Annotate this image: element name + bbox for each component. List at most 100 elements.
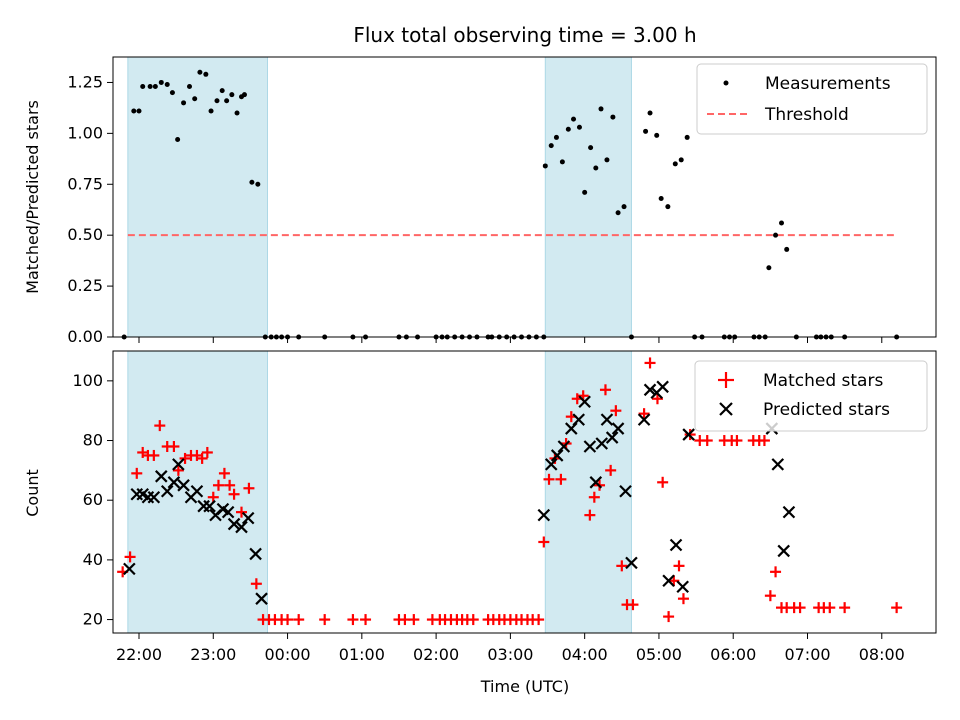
x-tick-label: 01:00 [339,645,385,664]
bottom-y-ticks: 20 40 60 80 100 [72,371,113,629]
matched-star-point [824,602,836,614]
x-tick-label: 03:00 [487,645,533,664]
predicted-star-point [544,458,558,471]
measurement-point [548,143,554,149]
measurement-point [219,88,225,94]
legend-measurement-marker [723,80,729,86]
matched-star-point [677,593,689,605]
y-tick-label: 100 [72,371,103,390]
measurement-point [610,114,616,120]
predicted-star-point [625,556,638,570]
top-y-axis-label: Matched/Predicted stars [23,100,42,294]
measurement-point [773,232,779,238]
measurement-point [665,204,671,210]
measurement-point [604,157,610,163]
predicted-marker-b [123,562,136,576]
matched-star-point [467,614,479,626]
matched-star-point [584,509,596,521]
measurement-point [140,84,146,90]
predicted-marker-b [177,479,190,492]
matched-star-point [196,452,208,464]
predicted-star-point [600,413,614,426]
matched-star-point [408,614,420,626]
matched-star-point [891,602,903,614]
measurement-point [593,165,599,171]
legend-threshold-label: Threshold [764,105,849,125]
predicted-star-point [155,470,168,483]
predicted-marker-b [578,395,591,409]
predicted-marker-b [216,502,230,516]
predicted-marker-b [676,580,689,594]
measurement-point [203,71,209,77]
y-tick-label: 20 [83,610,103,629]
measurement-point [164,81,170,87]
measurement-point [542,163,548,169]
predicted-star-point [643,383,657,397]
predicted-marker-b [203,499,216,513]
matched-star-point [627,599,639,611]
predicted-marker-b [777,544,791,558]
matched-star-point [610,405,622,417]
matched-star-point [360,614,372,626]
predicted-marker-b [172,458,185,471]
bottom-y-axis-label: Count [23,469,42,517]
measurement-point [576,124,582,130]
bottom-legend: Matched stars Predicted stars [694,360,928,432]
matched-star-point [538,536,550,548]
matched-star-point [293,614,305,626]
measurement-point [598,106,604,112]
predicted-marker-b [221,505,235,519]
matched-star-point [839,602,851,614]
legend-matched-label: Matched stars [763,371,883,391]
predicted-marker-b [167,476,181,489]
y-tick-label: 0.50 [67,225,103,244]
matched-star-point [179,452,191,464]
predicted-star-point [619,484,632,498]
predicted-star-point [777,544,791,558]
matched-star-point [701,435,713,447]
legend-measurements-label: Measurements [765,74,891,94]
predicted-star-point [172,458,185,471]
predicted-star-point [669,538,683,552]
x-axis-label: Time (UTC) [480,677,569,696]
measurement-point [643,128,649,134]
legend-predicted-marker [719,402,733,416]
matched-star-point [236,506,248,518]
measurement-point [779,220,785,226]
matched-star-points [117,357,903,626]
x-tick-label: 07:00 [784,645,830,664]
predicted-star-point [550,449,564,462]
predicted-marker-b [255,592,268,605]
predicted-star-point [771,458,785,471]
predicted-star-point [682,428,695,441]
predicted-marker-b [583,440,597,453]
predicted-star-point [637,413,651,426]
predicted-star-point [249,547,262,561]
predicted-star-point [605,431,619,444]
measurement-point [684,134,690,140]
predicted-star-point [160,484,174,498]
predicted-marker-b [595,437,609,450]
measurement-points [121,69,900,340]
predicted-star-point [782,505,796,519]
x-tick-label: 04:00 [562,645,608,664]
predicted-marker-b [643,383,657,397]
predicted-star-point [147,490,161,504]
shaded-span [544,350,632,634]
predicted-star-point [537,508,551,522]
top-x-ticks [138,337,883,343]
matched-star-point [616,560,628,572]
predicted-star-point [123,562,136,576]
y-tick-label: 0.25 [67,276,103,295]
predicted-marker-b [557,440,571,453]
predicted-marker-b [600,413,614,426]
legend-matched-marker [718,372,734,388]
x-tick-label: 08:00 [859,645,905,664]
top-legend: Measurements Threshold [696,63,928,135]
measurement-point [175,136,181,142]
matched-star-point [172,464,184,476]
matched-star-point [605,464,617,476]
matched-star-point [148,449,160,461]
y-tick-label: 1.25 [67,72,103,91]
